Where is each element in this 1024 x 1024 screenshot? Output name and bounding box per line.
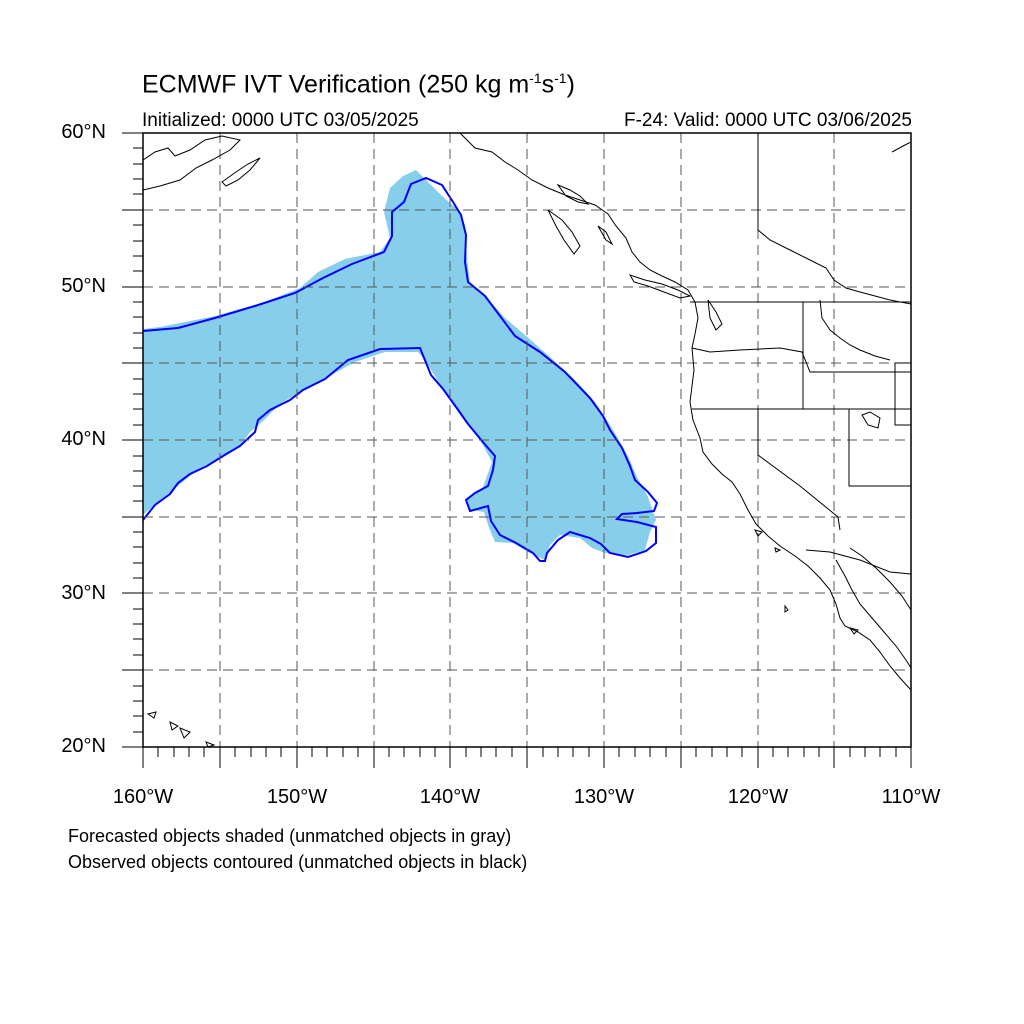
lat-label-40n: 40°N bbox=[61, 428, 106, 450]
gridlines bbox=[143, 133, 911, 747]
footnote-observed: Observed objects contoured (unmatched ob… bbox=[68, 852, 528, 872]
forecast-object bbox=[143, 170, 656, 560]
lon-label-120w: 120°W bbox=[727, 786, 789, 808]
lat-label-30n: 30°N bbox=[61, 582, 106, 604]
lon-label-150w: 150°W bbox=[266, 786, 328, 808]
lon-label-130w: 130°W bbox=[573, 786, 635, 808]
valid-time: F-24: Valid: 0000 UTC 03/06/2025 bbox=[624, 110, 912, 131]
lon-label-110w: 110°W bbox=[881, 786, 941, 808]
map-title: ECMWF IVT Verification (250 kg m-1s-1) bbox=[142, 70, 575, 99]
lat-label-50n: 50°N bbox=[61, 275, 106, 297]
initialized-time: Initialized: 0000 UTC 03/05/2025 bbox=[142, 110, 419, 131]
tick-marks bbox=[122, 132, 912, 768]
lat-label-20n: 20°N bbox=[61, 735, 106, 757]
lon-label-140w: 140°W bbox=[419, 786, 481, 808]
observed-object-contour bbox=[143, 176, 659, 562]
lon-label-160w: 160°W bbox=[112, 786, 174, 808]
footnote-forecast: Forecasted objects shaded (unmatched obj… bbox=[68, 826, 512, 846]
lat-label-60n: 60°N bbox=[61, 121, 106, 143]
coastlines bbox=[143, 133, 911, 747]
